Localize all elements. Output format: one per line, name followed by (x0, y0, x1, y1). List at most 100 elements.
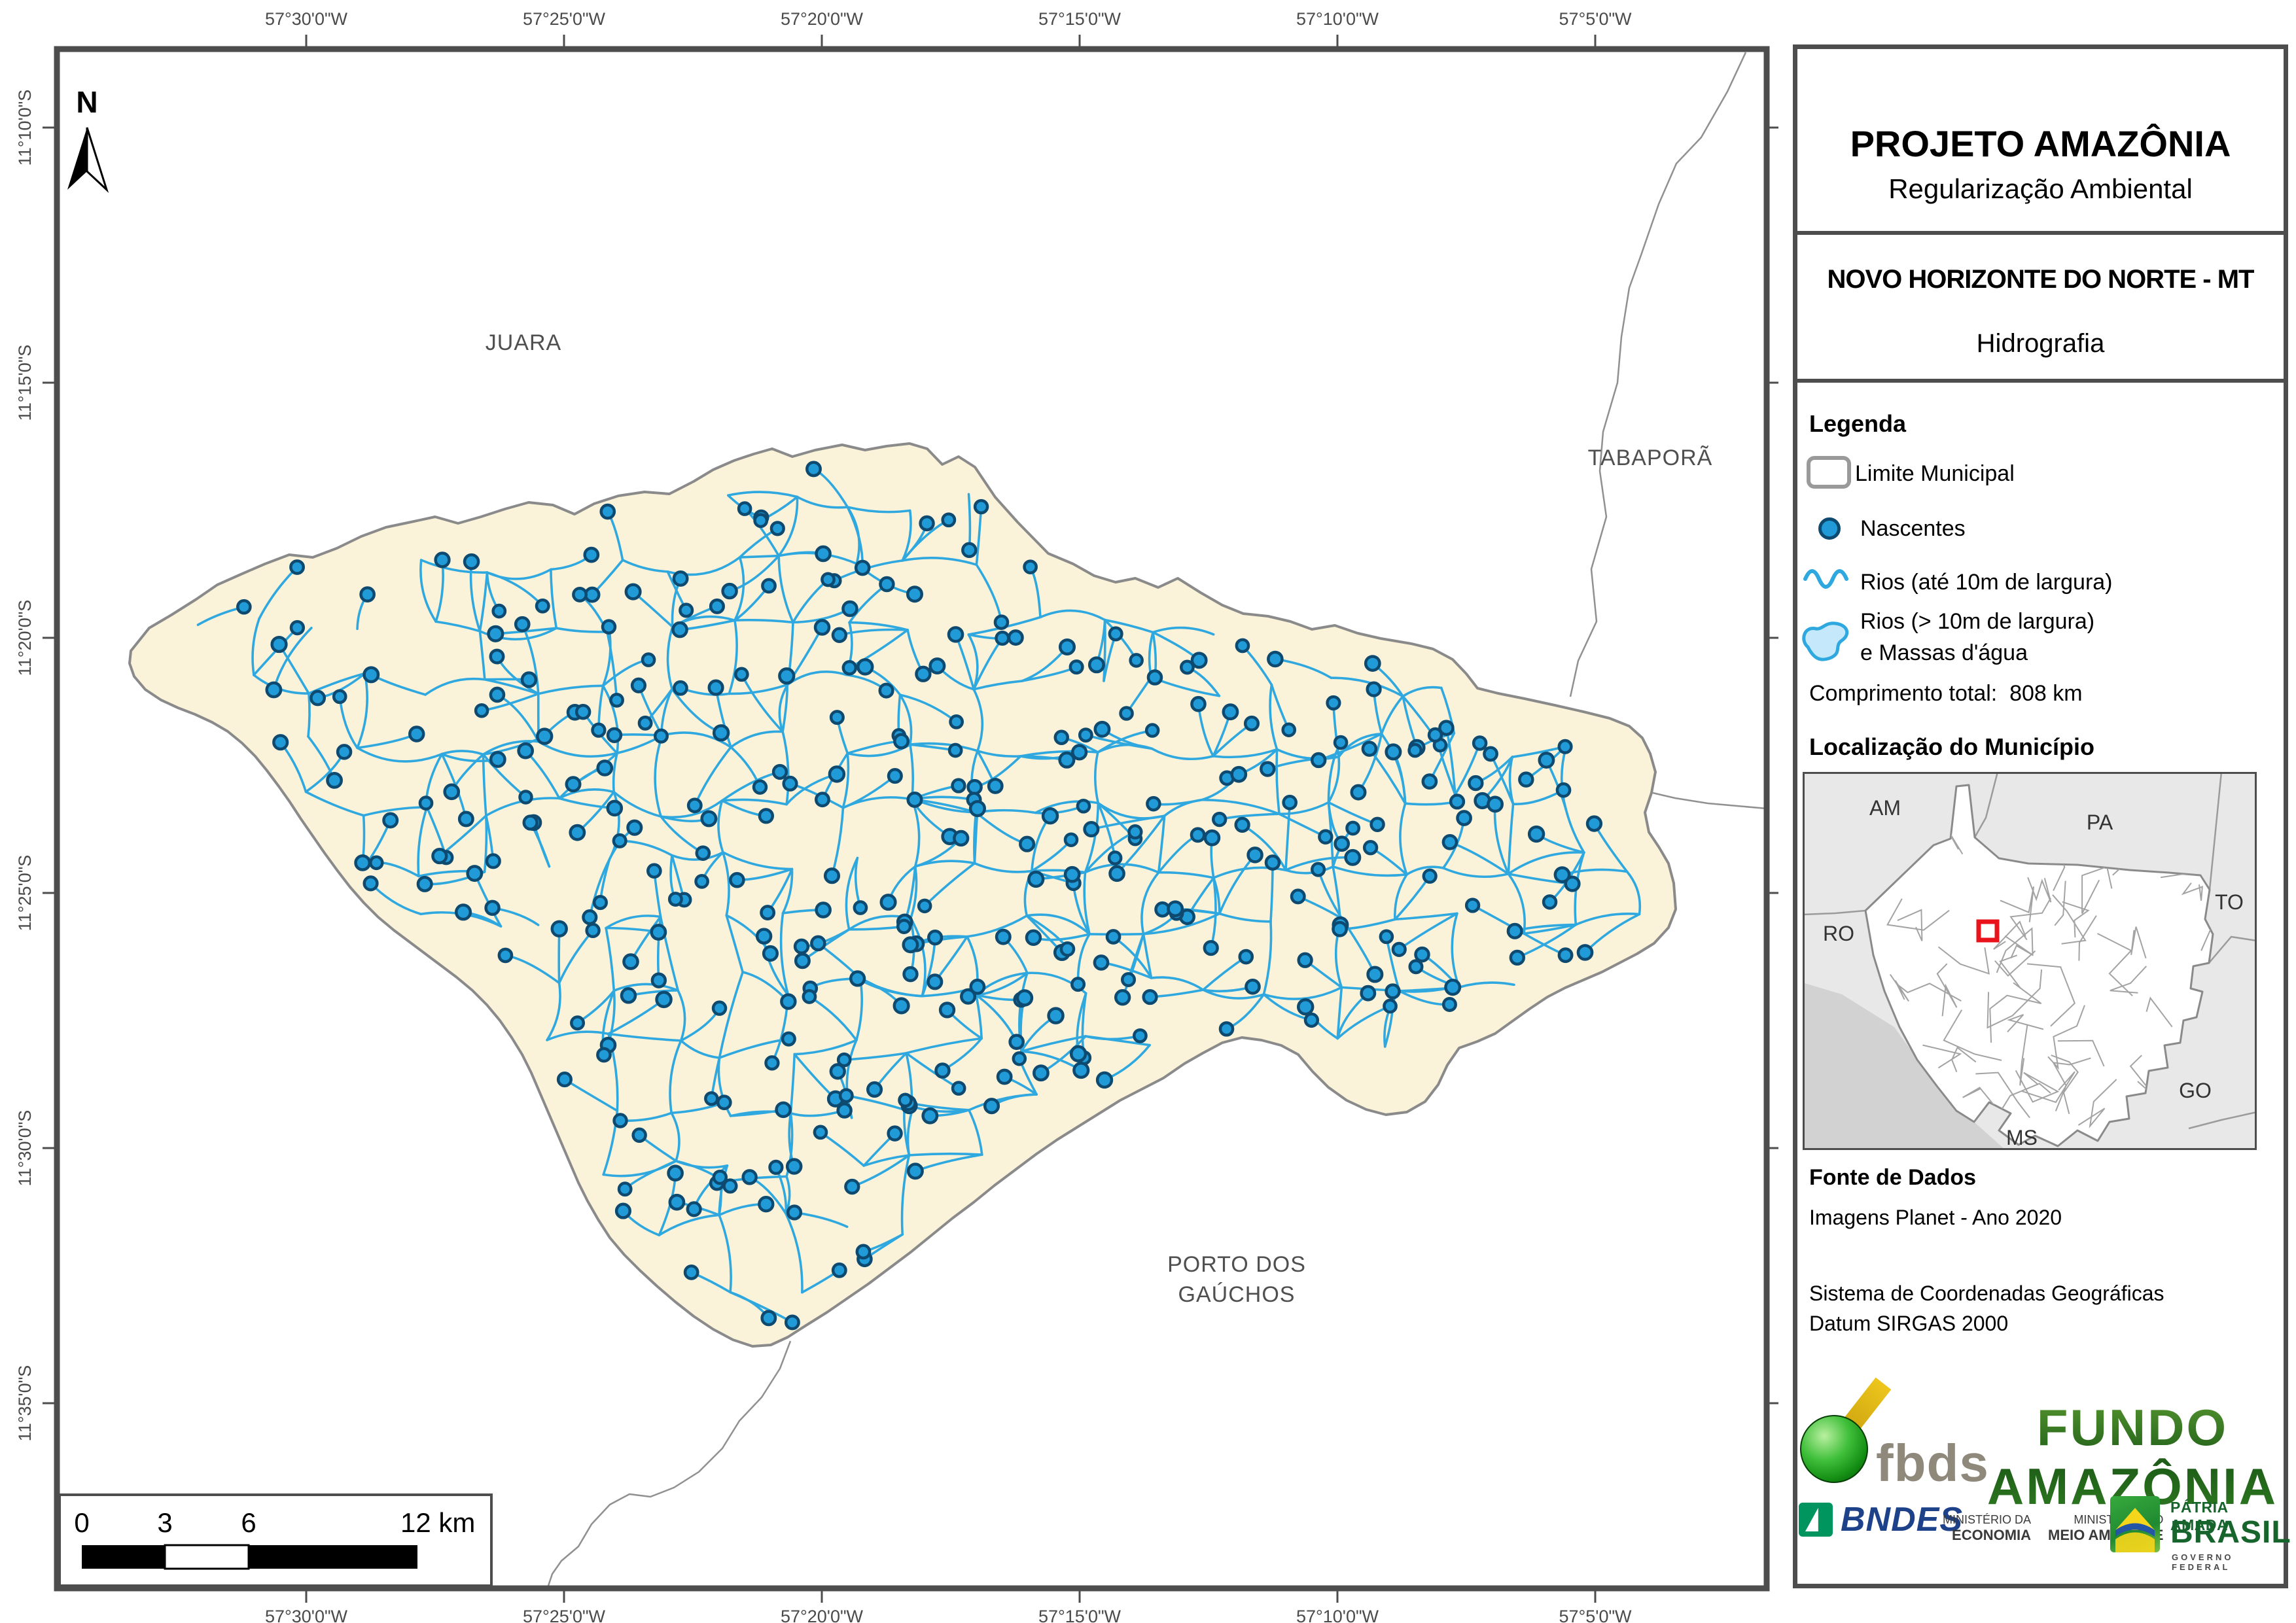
nascente-dot (1023, 559, 1038, 574)
nascente-dot (1296, 998, 1315, 1016)
nascente-dot (1234, 816, 1250, 833)
nascente-dot (707, 679, 724, 696)
river-segment (1103, 618, 1154, 634)
nascente-dot (1427, 727, 1443, 743)
nascente-dot (359, 586, 376, 602)
nascente-dot (1007, 629, 1024, 646)
nascente-dot (1333, 835, 1351, 852)
nascente-dot (1059, 941, 1076, 957)
nascente-dot (983, 1098, 1000, 1115)
nascente-dot (1449, 794, 1466, 810)
nascente-dot (1518, 771, 1534, 788)
river-segment (1574, 913, 1641, 926)
nascente-dot (1127, 824, 1143, 840)
river-segment (605, 915, 662, 930)
nascente-dot (1576, 944, 1594, 961)
river-segment (976, 750, 1022, 758)
nascente-dot (1146, 669, 1163, 686)
nascente-dot (272, 734, 289, 751)
nascente-dot (1414, 946, 1430, 963)
river-segment (1157, 814, 1166, 874)
nascente-dot (1133, 1028, 1148, 1043)
nascente-dot (466, 865, 484, 882)
river-segment (967, 493, 972, 551)
nascente-dot (606, 727, 623, 743)
river-segment (725, 914, 744, 973)
nascente-dot (265, 681, 283, 699)
nascente-dot (753, 513, 769, 529)
inset-muni-line (2110, 966, 2147, 994)
river-segment (1405, 865, 1445, 876)
river-segment (781, 730, 790, 806)
nascente-dot (815, 792, 830, 808)
nascente-dot (815, 901, 832, 918)
river-segment (1084, 801, 1100, 874)
nascente-dot (650, 924, 667, 941)
nascente-dot (810, 935, 826, 952)
project-subtitle: Regularização Ambiental (1888, 173, 2193, 204)
river-segment (440, 750, 485, 756)
nascente-dot (1344, 848, 1362, 866)
river-segment (796, 495, 849, 509)
nascente-dot (813, 619, 831, 636)
nascente-dot (1243, 715, 1260, 732)
nascente-dot (1072, 1062, 1090, 1079)
nascente-dot (764, 1055, 780, 1071)
nascente-dot (760, 1310, 777, 1327)
river-segment (677, 989, 686, 1042)
nascente-dot (1180, 659, 1195, 675)
nascente-dot (474, 703, 489, 718)
nascente-dot (1542, 894, 1558, 910)
nascente-dot (362, 875, 379, 892)
nascente-dot (968, 799, 987, 818)
location-heading: Localização do Município (1809, 733, 2095, 760)
river-segment (478, 630, 486, 681)
brasil-text: BRASIL (2170, 1515, 2291, 1550)
longitude-label: 57°20'0"W (781, 9, 864, 29)
river-segment (901, 509, 912, 562)
inset-muni-line (2181, 882, 2203, 901)
nascente-dot (927, 973, 944, 990)
nascente-dot (624, 583, 642, 601)
river-segment (1380, 695, 1404, 735)
nascente-dot (1509, 949, 1525, 966)
river-segment (434, 620, 482, 633)
scale-end-label: 12 km (400, 1507, 475, 1538)
river-segment (1020, 1035, 1087, 1053)
river-segment (605, 926, 616, 992)
nascente-dot (849, 970, 866, 987)
nascente-dot (1557, 739, 1573, 754)
river-segment (862, 1154, 911, 1167)
ministry-economia: MINISTÉRIO DA ECONOMIA (1943, 1513, 2032, 1543)
nascente-dot (518, 790, 533, 805)
nascente-dot (921, 1107, 939, 1125)
nascente-dot (686, 1201, 702, 1217)
nascente-dot (987, 778, 1004, 794)
nascente-dot (829, 710, 845, 725)
nascente-dot (655, 990, 673, 1009)
river-segment (1019, 750, 1099, 758)
river-segment (1458, 981, 1515, 989)
nascente-dot (574, 704, 592, 720)
nascente-dot (1290, 888, 1306, 905)
river-segment (972, 688, 984, 752)
nascente-dot (1105, 929, 1122, 945)
river-segment (1507, 803, 1515, 875)
river-segment (846, 506, 911, 514)
inset-muni-line (2078, 915, 2097, 961)
nascente-dot (354, 854, 372, 871)
nascente-dot (758, 808, 775, 824)
nascente-dot (844, 1178, 860, 1195)
nascente-dot (536, 727, 554, 745)
nascente-dot (679, 602, 694, 618)
nascente-dot (1203, 939, 1219, 956)
river-segment (733, 619, 794, 624)
river-segment (901, 557, 978, 567)
nascente-dot (768, 1159, 784, 1176)
neighbor-municipality-label: TABAPORÃ (1588, 445, 1713, 470)
nascente-dot (966, 778, 983, 795)
nascente-dot (1069, 659, 1084, 675)
nascente-dot (821, 572, 836, 587)
nascente-dot (1472, 735, 1488, 751)
river-segment (1275, 748, 1280, 816)
